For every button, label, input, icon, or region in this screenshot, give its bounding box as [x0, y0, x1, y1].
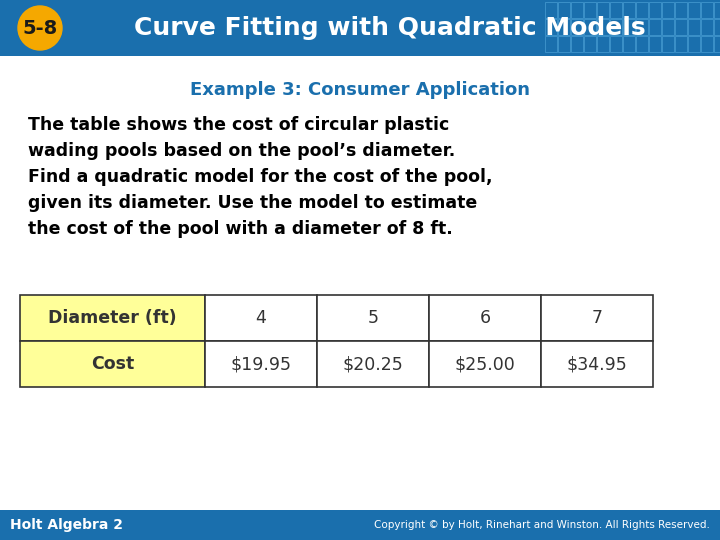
Bar	[675, 36, 687, 52]
Text: Example 3: Consumer Application: Example 3: Consumer Application	[190, 81, 530, 99]
Bar	[701, 2, 713, 18]
Bar	[662, 19, 674, 35]
Bar	[623, 19, 635, 35]
Text: Cost: Cost	[91, 355, 134, 373]
Bar	[20, 341, 205, 387]
Bar	[714, 19, 720, 35]
Bar	[610, 19, 622, 35]
Bar	[584, 19, 596, 35]
Bar	[597, 2, 609, 18]
Text: Holt Algebra 2: Holt Algebra 2	[10, 518, 123, 532]
Bar	[688, 36, 700, 52]
Bar	[649, 19, 661, 35]
Text: $20.25: $20.25	[343, 355, 403, 373]
Bar	[636, 19, 648, 35]
Bar	[541, 295, 653, 341]
Text: 5-8: 5-8	[22, 18, 58, 37]
Text: $19.95: $19.95	[230, 355, 292, 373]
Bar	[701, 36, 713, 52]
Bar	[649, 36, 661, 52]
Bar	[701, 19, 713, 35]
Text: the cost of the pool with a diameter of 8 ft.: the cost of the pool with a diameter of …	[28, 220, 453, 238]
Bar	[558, 2, 570, 18]
Bar	[597, 36, 609, 52]
Text: given its diameter. Use the model to estimate: given its diameter. Use the model to est…	[28, 194, 477, 212]
Bar	[610, 36, 622, 52]
Bar	[584, 36, 596, 52]
Bar	[636, 36, 648, 52]
Bar	[429, 341, 541, 387]
Text: The table shows the cost of circular plastic: The table shows the cost of circular pla…	[28, 116, 449, 134]
Circle shape	[18, 6, 62, 50]
Bar	[688, 19, 700, 35]
Bar	[541, 341, 653, 387]
Bar	[597, 19, 609, 35]
Bar	[714, 36, 720, 52]
Bar	[545, 36, 557, 52]
Bar	[675, 19, 687, 35]
Bar	[558, 36, 570, 52]
Text: 4: 4	[256, 309, 266, 327]
Bar	[636, 2, 648, 18]
Bar	[623, 36, 635, 52]
Bar	[0, 510, 720, 540]
Bar	[610, 2, 622, 18]
Bar	[688, 2, 700, 18]
Bar	[623, 2, 635, 18]
Bar	[317, 341, 429, 387]
Bar	[429, 295, 541, 341]
Bar	[545, 2, 557, 18]
Text: $34.95: $34.95	[567, 355, 627, 373]
Bar	[584, 2, 596, 18]
Text: Diameter (ft): Diameter (ft)	[48, 309, 177, 327]
Bar	[545, 19, 557, 35]
Bar	[649, 2, 661, 18]
Text: Curve Fitting with Quadratic Models: Curve Fitting with Quadratic Models	[134, 16, 646, 40]
Text: 7: 7	[592, 309, 603, 327]
Bar	[571, 2, 583, 18]
Bar	[205, 341, 317, 387]
Bar	[662, 2, 674, 18]
Bar	[571, 19, 583, 35]
Bar	[571, 36, 583, 52]
Bar	[205, 295, 317, 341]
Bar	[20, 295, 205, 341]
Bar	[558, 19, 570, 35]
Bar	[317, 295, 429, 341]
Text: wading pools based on the pool’s diameter.: wading pools based on the pool’s diamete…	[28, 142, 455, 160]
Bar	[714, 2, 720, 18]
Bar	[0, 0, 720, 56]
Text: 6: 6	[480, 309, 490, 327]
Text: 5: 5	[367, 309, 379, 327]
Bar	[675, 2, 687, 18]
Text: $25.00: $25.00	[454, 355, 516, 373]
Text: Copyright © by Holt, Rinehart and Winston. All Rights Reserved.: Copyright © by Holt, Rinehart and Winsto…	[374, 520, 710, 530]
Text: Find a quadratic model for the cost of the pool,: Find a quadratic model for the cost of t…	[28, 168, 492, 186]
Bar	[662, 36, 674, 52]
